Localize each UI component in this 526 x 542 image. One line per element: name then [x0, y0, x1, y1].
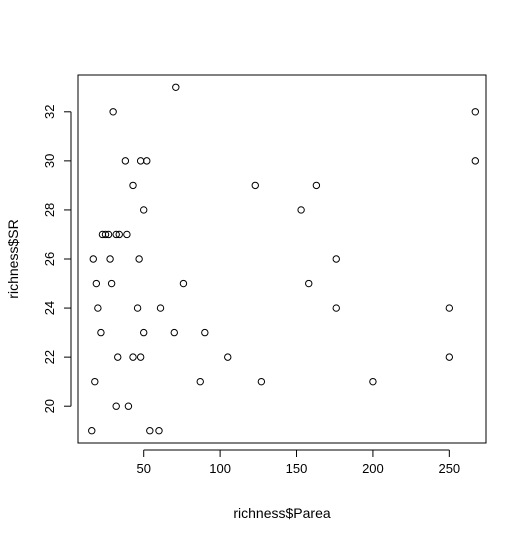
data-point	[224, 353, 232, 361]
data-points	[88, 83, 480, 435]
data-point	[97, 328, 105, 337]
data-point	[115, 230, 123, 239]
y-tick-label: 24	[42, 301, 57, 315]
plot-frame	[77, 74, 487, 444]
data-point	[156, 304, 165, 312]
data-point	[251, 181, 259, 190]
data-point	[106, 255, 114, 263]
data-point	[445, 304, 454, 312]
data-point	[140, 206, 148, 214]
x-tick-label: 250	[438, 461, 460, 476]
y-axis-label: richness$SR	[5, 219, 21, 298]
data-point	[297, 206, 305, 214]
data-point	[140, 328, 148, 337]
data-point	[305, 279, 313, 288]
data-point	[136, 353, 145, 361]
data-point	[179, 279, 188, 288]
data-point	[91, 377, 99, 386]
data-point	[129, 353, 137, 361]
data-point	[107, 279, 116, 288]
data-point	[133, 304, 142, 312]
data-point	[369, 377, 377, 386]
data-point	[257, 377, 266, 386]
x-tick-label: 100	[209, 461, 231, 476]
data-point	[143, 157, 151, 165]
data-point	[123, 230, 131, 239]
data-point	[155, 427, 163, 435]
x-tick-label: 150	[286, 461, 308, 476]
data-point	[112, 402, 120, 410]
data-point	[312, 181, 321, 190]
y-tick-label: 22	[42, 350, 57, 364]
data-point	[172, 83, 180, 91]
x-tick-label: 200	[362, 461, 384, 476]
x-axis-label: richness$Parea	[233, 505, 330, 521]
y-axis: 20 22 24 26 28 30 32	[42, 105, 72, 413]
data-point	[88, 427, 96, 435]
data-point	[332, 304, 340, 312]
data-point	[109, 108, 117, 116]
x-axis: 50 100 150 200 250	[136, 449, 460, 476]
data-point	[135, 255, 143, 263]
y-tick-label: 28	[42, 203, 57, 217]
data-point	[112, 230, 120, 239]
data-point	[94, 304, 102, 312]
data-point	[201, 328, 209, 337]
data-point	[89, 255, 97, 263]
data-point	[332, 255, 340, 263]
data-point	[136, 157, 145, 165]
data-point	[121, 157, 130, 165]
data-point	[471, 157, 480, 165]
data-point	[92, 279, 101, 288]
y-tick-label: 20	[42, 399, 57, 413]
data-point	[124, 402, 133, 410]
y-tick-label: 30	[42, 154, 57, 168]
data-point	[114, 353, 122, 361]
data-point	[146, 427, 154, 435]
data-point	[471, 108, 480, 116]
data-point	[445, 353, 454, 361]
y-tick-label: 26	[42, 252, 57, 266]
data-point	[129, 181, 137, 190]
data-point	[170, 328, 178, 337]
data-point	[101, 230, 110, 239]
y-tick-label: 32	[42, 105, 57, 119]
data-point	[104, 230, 113, 239]
x-tick-label: 50	[136, 461, 150, 476]
data-point	[196, 377, 204, 386]
